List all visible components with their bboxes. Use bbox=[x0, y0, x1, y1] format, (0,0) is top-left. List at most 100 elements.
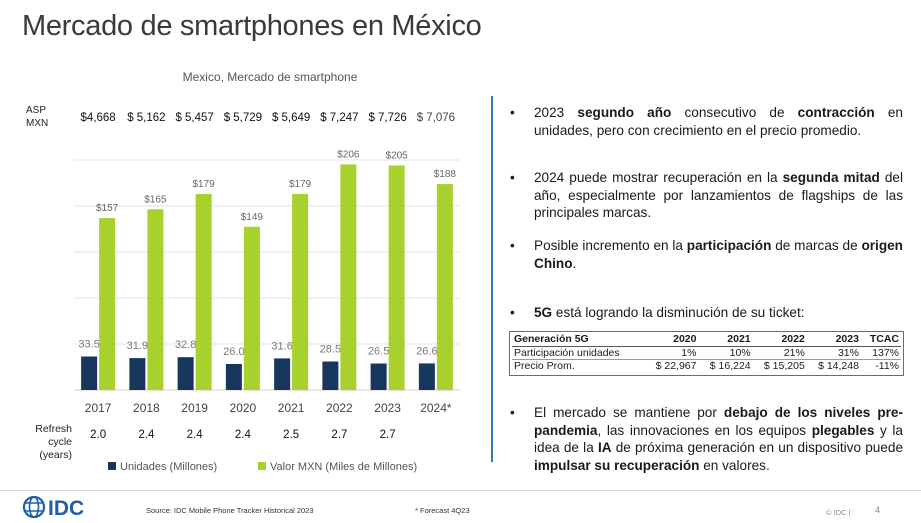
value-data-label: $149 bbox=[241, 212, 264, 223]
g5-cell: 1% bbox=[644, 346, 699, 360]
x-tick-label: 2019 bbox=[181, 401, 208, 415]
asp-label: ASP MXN bbox=[26, 104, 48, 130]
page-number: 4 bbox=[875, 505, 881, 515]
units-bar bbox=[81, 356, 98, 390]
asp-value: $ 7,726 bbox=[368, 112, 406, 124]
g5-table-header: Generación 5G 2020 2021 2022 2023 TCAC bbox=[512, 333, 901, 347]
forecast-note: * Forecast 4Q23 bbox=[415, 506, 470, 515]
svg-text:IDC: IDC bbox=[48, 497, 84, 519]
g5-header-cell: TCAC bbox=[860, 333, 901, 347]
g5-cell: 31% bbox=[806, 346, 861, 360]
asp-value: $ 5,162 bbox=[127, 112, 165, 124]
asp-value: $ 5,649 bbox=[272, 112, 310, 124]
table-row: Precio Prom. $ 22,967 $ 16,224 $ 15,205 … bbox=[512, 360, 901, 373]
refresh-cycle-value: 2.7 bbox=[331, 429, 347, 441]
value-bar bbox=[195, 193, 212, 390]
g5-cell: -11% bbox=[875, 360, 899, 372]
value-data-label: $179 bbox=[193, 179, 216, 190]
asp-value: $ 7,076 bbox=[417, 112, 455, 124]
value-data-label: $188 bbox=[434, 169, 457, 180]
units-bar bbox=[129, 358, 146, 390]
refresh-cycle-value: 2.4 bbox=[235, 429, 252, 441]
g5-header-cell: 2023 bbox=[806, 333, 861, 347]
value-data-label: $179 bbox=[289, 179, 312, 190]
g5-header-cell: Generación 5G bbox=[512, 333, 645, 347]
g5-table: Generación 5G 2020 2021 2022 2023 TCAC P… bbox=[509, 331, 904, 376]
g5-cell: Participación unidades bbox=[512, 346, 645, 360]
bullet-item: • El mercado se mantiene por debajo de lo… bbox=[510, 405, 904, 473]
bar-chart: 33.5 $157 2017 $4,668 2.0 31.9 $165 2018 $ 5,162… bbox=[74, 112, 460, 441]
value-bar bbox=[243, 226, 260, 390]
refresh-cycle-value: 2.0 bbox=[90, 429, 106, 441]
bullet-text: El mercado se mantiene por debajo de los… bbox=[534, 405, 904, 473]
asp-label-line1: ASP bbox=[26, 105, 47, 116]
refresh-label-line1: Refresh cycle bbox=[35, 423, 72, 448]
g5-cell: $ 16,224 bbox=[709, 360, 751, 372]
bullet-text: 5G está logrando la disminución de su ti… bbox=[534, 305, 805, 320]
value-data-label: $205 bbox=[386, 150, 409, 161]
units-bar bbox=[274, 358, 291, 390]
units-data-label: 32.8 bbox=[175, 339, 196, 351]
g5-cell: 10% bbox=[698, 346, 753, 360]
units-bar bbox=[370, 363, 387, 390]
units-bar bbox=[418, 363, 435, 390]
g5-header-cell: 2020 bbox=[644, 333, 699, 347]
table-row: Participación unidades 1% 10% 21% 31% 13… bbox=[512, 346, 901, 360]
page-title: Mercado de smartphones en México bbox=[22, 10, 482, 42]
x-tick-label: 2017 bbox=[85, 401, 112, 415]
bullet-item: • 5G está logrando la disminución de su t… bbox=[508, 304, 903, 322]
x-tick-label: 2023 bbox=[374, 401, 401, 415]
units-data-label: 26.6 bbox=[416, 345, 437, 357]
g5-header-cell: 2021 bbox=[698, 333, 753, 347]
units-data-label: 26.0 bbox=[223, 346, 244, 358]
g5-cell: 137% bbox=[860, 346, 901, 360]
units-data-label: 31.6 bbox=[271, 340, 292, 352]
value-bar bbox=[436, 184, 453, 390]
refresh-label-line2: (years) bbox=[39, 449, 72, 461]
units-data-label: 28.5 bbox=[320, 344, 341, 356]
source-note: Source: IDC Mobile Phone Tracker Histori… bbox=[146, 506, 314, 515]
x-tick-label: 2022 bbox=[326, 401, 353, 415]
value-bar bbox=[340, 164, 357, 390]
vertical-divider bbox=[491, 96, 493, 462]
value-data-label: $165 bbox=[144, 194, 167, 205]
x-tick-label: 2018 bbox=[133, 401, 160, 415]
legend-value: Valor MXN (Miles de Millones) bbox=[258, 461, 417, 473]
chart-title: Mexico, Mercado de smartphone bbox=[182, 70, 358, 84]
value-bar bbox=[147, 209, 164, 390]
footer-divider bbox=[0, 490, 921, 491]
refresh-cycle-label: Refresh cycle (years) bbox=[10, 423, 72, 462]
idc-logo: IDC bbox=[22, 495, 84, 519]
asp-value: $ 5,729 bbox=[224, 112, 262, 124]
bullet-text: Posible incremento en la participación d… bbox=[534, 238, 903, 271]
bullet-item: • 2023 segundo año consecutivo de contrac… bbox=[510, 105, 903, 138]
value-bar bbox=[388, 165, 405, 390]
refresh-cycle-value: 2.5 bbox=[283, 429, 299, 441]
value-bar bbox=[99, 218, 116, 390]
refresh-cycle-value: 2.7 bbox=[380, 429, 396, 441]
x-tick-label: 2020 bbox=[230, 401, 257, 415]
legend-swatch-value bbox=[258, 462, 266, 470]
units-data-label: 33.5 bbox=[78, 339, 99, 351]
g5-cell: $ 22,967 bbox=[655, 360, 697, 372]
value-bar bbox=[292, 193, 309, 390]
x-tick-label: 2024* bbox=[420, 401, 452, 415]
asp-value: $ 5,457 bbox=[175, 112, 213, 124]
units-bar bbox=[225, 364, 242, 390]
units-bar bbox=[322, 361, 339, 390]
units-data-label: 31.9 bbox=[127, 340, 148, 352]
asp-value: $ 7,247 bbox=[320, 112, 358, 124]
g5-cell: 21% bbox=[752, 346, 807, 360]
bullet-text: 2024 puede mostrar recuperación en la se… bbox=[534, 170, 903, 220]
bullet-item: • 2024 puede mostrar recuperación en la s… bbox=[510, 170, 903, 220]
value-data-label: $157 bbox=[96, 203, 119, 214]
g5-header-cell: 2022 bbox=[752, 333, 807, 347]
g5-cell: $ 15,205 bbox=[763, 360, 805, 372]
units-data-label: 26.5 bbox=[368, 346, 389, 358]
copyright: © IDC | bbox=[826, 508, 851, 517]
legend-swatch-units bbox=[108, 462, 116, 470]
legend-label-value: Valor MXN (Miles de Millones) bbox=[270, 461, 418, 473]
g5-cell: $ 14,248 bbox=[818, 360, 859, 372]
x-tick-label: 2021 bbox=[278, 401, 305, 415]
refresh-cycle-value: 2.4 bbox=[138, 429, 155, 441]
